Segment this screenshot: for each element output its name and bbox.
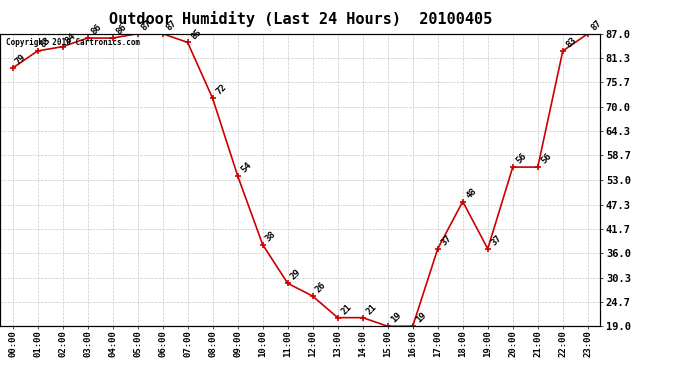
Text: 56: 56 [539,152,553,166]
Text: 29: 29 [289,268,303,282]
Text: 83: 83 [39,36,53,50]
Text: 87: 87 [139,18,153,32]
Text: Outdoor Humidity (Last 24 Hours)  20100405: Outdoor Humidity (Last 24 Hours) 2010040… [108,11,492,27]
Text: 19: 19 [414,311,428,325]
Text: 38: 38 [264,229,278,243]
Text: 87: 87 [589,18,603,32]
Text: 26: 26 [314,281,328,295]
Text: 85: 85 [189,27,203,41]
Text: 86: 86 [89,23,103,37]
Text: 87: 87 [164,18,178,32]
Text: Copyright 2010 Cartronics.com: Copyright 2010 Cartronics.com [6,38,140,47]
Text: 48: 48 [464,186,478,200]
Text: 21: 21 [364,302,378,316]
Text: 37: 37 [489,234,503,248]
Text: 86: 86 [114,23,128,37]
Text: 83: 83 [564,36,578,50]
Text: 56: 56 [514,152,528,166]
Text: 37: 37 [439,234,453,248]
Text: 54: 54 [239,160,253,174]
Text: 72: 72 [214,83,228,97]
Text: 21: 21 [339,302,353,316]
Text: 19: 19 [389,311,403,325]
Text: 79: 79 [14,53,28,67]
Text: 84: 84 [64,31,78,45]
